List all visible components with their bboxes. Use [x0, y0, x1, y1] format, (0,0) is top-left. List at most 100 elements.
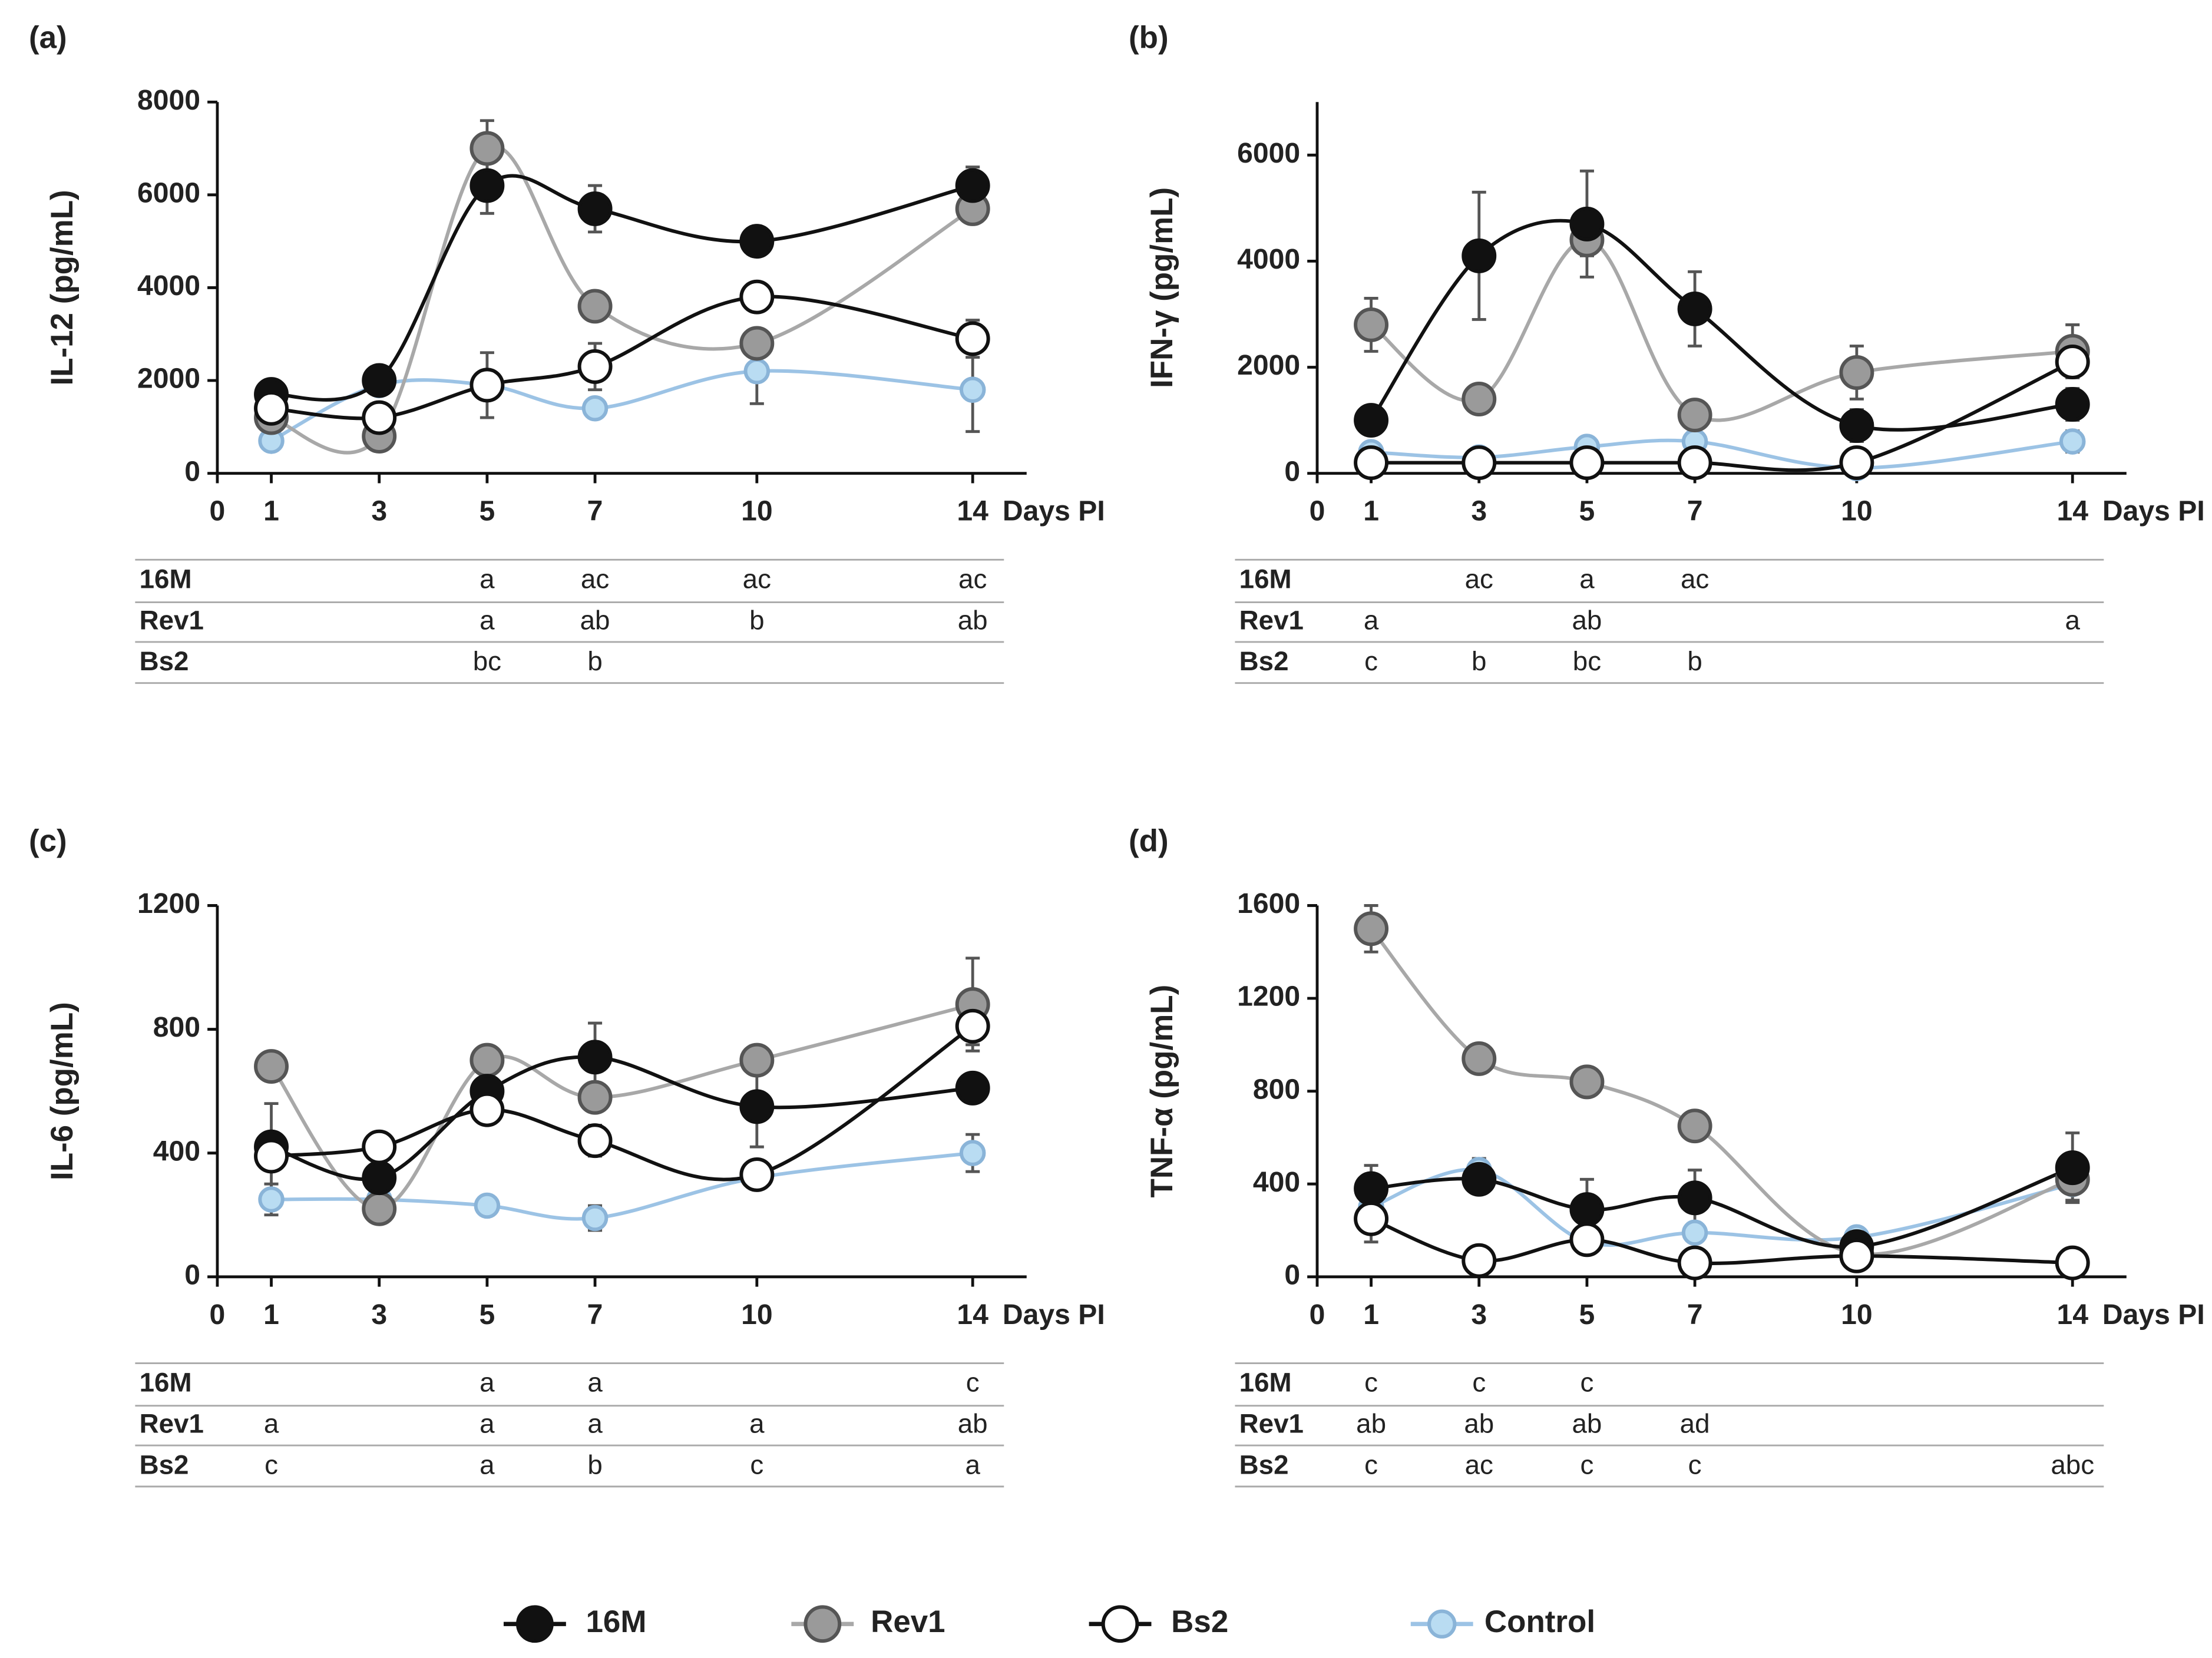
- series-line: [1370, 927, 2074, 1256]
- data-point: [739, 279, 775, 315]
- data-point: [1462, 1243, 1497, 1278]
- data-point: [1681, 1219, 1708, 1246]
- data-point: [577, 289, 613, 324]
- table-cell: c: [1364, 1368, 1378, 1398]
- table-cell: ac: [581, 564, 609, 594]
- data-point: [1354, 307, 1389, 342]
- series-line: [270, 1002, 973, 1211]
- data-point: [474, 1192, 501, 1219]
- table-cell: c: [1581, 1449, 1594, 1480]
- data-point: [739, 326, 775, 361]
- x-tick-label: 1: [263, 1299, 279, 1331]
- x-tick-label: 1: [1363, 495, 1379, 527]
- data-point: [581, 395, 609, 422]
- table-row-label: 16M: [140, 1368, 192, 1398]
- table-row-label: 16M: [1239, 564, 1292, 594]
- x-tick-label: 7: [587, 1299, 603, 1331]
- y-tick-label: 4000: [137, 270, 200, 302]
- data-point: [254, 1139, 289, 1174]
- data-point: [739, 1043, 775, 1078]
- x-tick-label: 7: [587, 495, 603, 527]
- table-cell: ac: [1681, 564, 1709, 594]
- data-point: [1839, 355, 1874, 390]
- y-tick-label: 6000: [137, 177, 200, 209]
- data-point: [955, 1070, 990, 1106]
- table-cell: c: [264, 1449, 278, 1480]
- y-axis-title: TNF-α (pg/mL): [1145, 985, 1179, 1198]
- data-point: [1462, 1041, 1497, 1076]
- y-tick-label: 2000: [1237, 349, 1300, 381]
- data-point: [955, 168, 990, 203]
- table-cell: abc: [2051, 1449, 2094, 1480]
- x-tick-label: 1: [1363, 1299, 1379, 1331]
- x-tick-label: 0: [1310, 495, 1325, 527]
- legend-label: 16M: [586, 1604, 647, 1639]
- data-point: [362, 1160, 397, 1196]
- data-point: [1462, 445, 1497, 481]
- data-point: [1462, 1161, 1497, 1197]
- y-tick-label: 8000: [137, 84, 200, 116]
- table-cell: b: [1472, 646, 1486, 676]
- series-line: [271, 294, 973, 421]
- table-cell: a: [480, 1408, 495, 1438]
- data-point: [1677, 398, 1712, 433]
- y-tick-label: 800: [153, 1011, 200, 1043]
- data-point: [577, 1080, 613, 1115]
- data-point: [469, 1043, 505, 1078]
- panel-label: (d): [1129, 824, 1169, 859]
- y-tick-label: 6000: [1237, 137, 1300, 169]
- table-cell: a: [264, 1408, 279, 1438]
- data-point: [1569, 1192, 1605, 1227]
- data-point: [743, 358, 771, 385]
- table-row-label: Rev1: [140, 1408, 204, 1438]
- data-point: [959, 1140, 986, 1166]
- table-cell: a: [480, 605, 495, 635]
- table-cell: a: [587, 1408, 603, 1438]
- x-tick-label: 0: [210, 495, 226, 527]
- y-tick-label: 400: [1253, 1166, 1300, 1198]
- y-tick-label: 0: [1284, 455, 1300, 487]
- table-cell: a: [2065, 605, 2081, 635]
- x-tick-label: 10: [1841, 1299, 1873, 1331]
- data-point: [1354, 445, 1389, 481]
- data-point: [739, 1157, 775, 1192]
- data-point: [1677, 291, 1712, 326]
- panel-label: (c): [29, 824, 67, 859]
- table-cell: ab: [1572, 1408, 1602, 1438]
- data-point: [955, 321, 990, 356]
- legend-label: Bs2: [1171, 1604, 1228, 1639]
- table-cell: ab: [958, 605, 988, 635]
- data-point: [577, 349, 613, 384]
- table-cell: bc: [473, 646, 501, 676]
- data-point: [469, 168, 505, 203]
- data-point: [1677, 1245, 1712, 1280]
- data-point: [2059, 428, 2086, 455]
- data-point: [739, 224, 775, 259]
- data-point: [469, 368, 505, 403]
- data-point: [577, 191, 613, 226]
- x-tick-label: 7: [1687, 495, 1703, 527]
- data-point: [955, 1008, 990, 1044]
- x-tick-label: 14: [957, 495, 988, 527]
- data-point: [1354, 403, 1389, 438]
- x-tick-label: 14: [2056, 495, 2088, 527]
- series-line: [1370, 219, 2073, 432]
- data-point: [1569, 206, 1605, 241]
- x-tick-label: 0: [1310, 1299, 1325, 1331]
- data-point: [1569, 1064, 1605, 1100]
- x-axis-title: Days PI: [2102, 1299, 2205, 1331]
- y-tick-label: 0: [184, 1259, 200, 1290]
- data-point: [739, 1089, 775, 1124]
- x-tick-label: 14: [2056, 1299, 2088, 1331]
- table-cell: a: [1579, 564, 1595, 594]
- x-axis-title: Days PI: [2102, 495, 2205, 527]
- data-point: [1677, 1180, 1712, 1216]
- x-tick-label: 3: [371, 495, 387, 527]
- table-cell: c: [1688, 1449, 1702, 1480]
- table-row-label: Rev1: [1239, 1408, 1304, 1438]
- table-cell: b: [749, 605, 764, 635]
- table-row-label: Bs2: [140, 1449, 189, 1480]
- data-point: [959, 376, 986, 403]
